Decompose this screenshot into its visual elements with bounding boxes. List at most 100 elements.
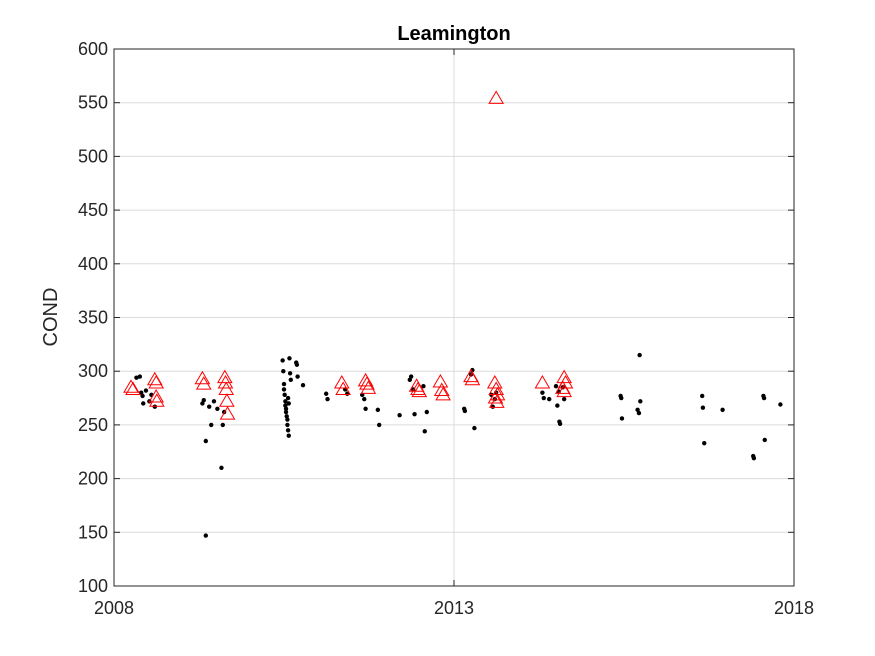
data-point-dot <box>203 533 208 538</box>
data-point-dot <box>285 428 291 433</box>
x-tick-label: 2018 <box>774 598 814 618</box>
data-point-dot <box>421 384 426 389</box>
triangle-series <box>123 90 574 420</box>
data-point-triangle <box>123 379 139 393</box>
data-point-triangle <box>148 388 165 403</box>
data-point-dot <box>281 369 286 374</box>
data-point-dot <box>280 358 285 363</box>
data-point-dot <box>363 406 368 411</box>
data-point-dot <box>424 409 429 415</box>
data-point-dot <box>472 425 477 431</box>
data-point-dot <box>285 395 291 401</box>
data-point-dot <box>201 397 206 403</box>
data-point-dot <box>281 381 287 387</box>
data-point-dot <box>762 437 767 443</box>
data-point-triangle <box>125 381 141 395</box>
data-point-dot <box>377 422 382 428</box>
data-point-dot <box>619 395 624 401</box>
data-point-dot <box>700 405 706 410</box>
data-point-dot <box>282 392 287 398</box>
data-point-dot <box>637 352 642 358</box>
data-point-dot <box>541 395 546 401</box>
y-tick-label: 400 <box>78 254 108 274</box>
data-point-triangle <box>488 381 505 395</box>
data-point-dot <box>557 421 563 427</box>
x-tick-label: 2008 <box>94 598 134 618</box>
data-point-triangle <box>488 394 505 408</box>
data-point-dot <box>207 404 212 409</box>
data-point-dot <box>286 433 291 438</box>
data-point-dot <box>619 416 625 421</box>
gridlines <box>114 49 794 586</box>
data-point-dot <box>375 407 381 413</box>
data-point-triangle <box>219 393 235 407</box>
data-point-dot <box>140 393 145 399</box>
data-point-dot <box>397 413 402 418</box>
data-point-dot <box>283 399 288 404</box>
y-tick-label: 300 <box>78 361 108 381</box>
data-point-dot <box>751 455 757 461</box>
data-point-triangle <box>486 375 503 389</box>
data-point-dot <box>141 401 146 406</box>
data-point-dot <box>700 393 705 399</box>
y-axis-label: COND <box>40 288 62 347</box>
data-point-dot <box>761 395 767 401</box>
data-point-triangle <box>333 375 350 389</box>
y-axis-ticks: 100 150 200 250 300 350 400 450 500 550 600 <box>78 39 794 596</box>
data-point-dot <box>285 417 290 422</box>
data-point-dot <box>209 422 214 428</box>
data-point-triangle <box>217 375 234 389</box>
y-tick-label: 100 <box>78 576 108 596</box>
data-point-dot <box>215 406 220 411</box>
data-point-triangle <box>433 382 450 397</box>
data-point-triangle <box>195 376 212 390</box>
data-point-dot <box>555 403 560 408</box>
data-point-dot <box>702 440 707 446</box>
data-point-dot <box>553 384 559 389</box>
data-point-dot <box>285 422 290 428</box>
data-point-triangle <box>556 369 573 384</box>
data-point-triangle <box>194 370 211 385</box>
data-point-triangle <box>360 380 377 394</box>
data-point-triangle <box>148 393 165 407</box>
data-point-dot <box>219 465 224 471</box>
data-point-dot <box>540 390 545 395</box>
data-point-triangle <box>534 375 551 389</box>
data-point-triangle <box>464 371 481 386</box>
data-point-dot <box>134 375 139 380</box>
data-point-dot <box>286 401 291 406</box>
data-point-dot <box>294 362 300 367</box>
y-tick-label: 250 <box>78 415 108 435</box>
data-point-dot <box>283 403 288 408</box>
data-point-dot <box>720 407 725 413</box>
x-axis-ticks: 2008 2013 2018 <box>94 49 814 618</box>
data-point-dot <box>412 411 417 417</box>
data-point-triangle <box>335 381 352 395</box>
data-point-triangle <box>148 375 165 389</box>
data-point-dot <box>283 409 289 415</box>
data-point-dot <box>561 396 567 402</box>
y-tick-label: 500 <box>78 146 108 166</box>
y-tick-label: 200 <box>78 469 108 489</box>
data-point-triangle <box>219 406 236 420</box>
data-point-triangle <box>432 373 449 388</box>
data-point-dot <box>220 422 225 428</box>
data-point-triangle <box>435 386 451 401</box>
data-point-dot <box>288 377 293 382</box>
y-tick-label: 450 <box>78 200 108 220</box>
data-point-dot <box>638 399 643 404</box>
data-point-dot <box>295 374 300 379</box>
y-tick-label: 150 <box>78 522 108 542</box>
data-point-triangle <box>411 383 428 398</box>
data-point-triangle <box>487 390 504 404</box>
data-point-dot <box>636 410 642 416</box>
data-point-triangle <box>216 369 233 384</box>
data-point-dot <box>362 396 367 402</box>
data-point-dot <box>137 374 143 379</box>
data-point-triangle <box>488 90 505 104</box>
x-tick-label: 2013 <box>434 598 474 618</box>
data-point-dot <box>547 396 552 402</box>
data-point-dot <box>281 387 287 392</box>
data-point-triangle <box>359 376 375 390</box>
